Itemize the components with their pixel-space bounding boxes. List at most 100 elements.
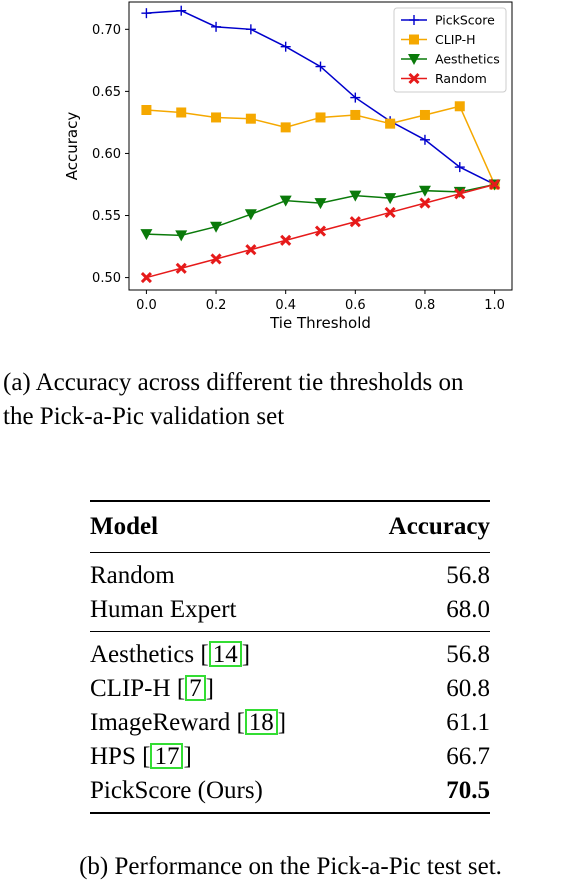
data-point — [454, 101, 465, 112]
row-accuracy: 56.8 — [446, 562, 490, 589]
table-row: Human Expert 68.0 — [90, 593, 490, 627]
data-point — [245, 24, 256, 35]
row-accuracy: 56.8 — [446, 641, 490, 668]
data-point — [349, 190, 362, 202]
data-point — [141, 8, 152, 19]
row-model: Random — [90, 562, 175, 589]
legend-marker — [409, 15, 419, 25]
data-point — [384, 206, 396, 218]
data-point — [349, 216, 361, 228]
legend-marker — [409, 34, 419, 45]
x-tick-label: 0.6 — [345, 298, 366, 313]
row-model-cell: CLIP-H [7] — [90, 675, 214, 702]
data-point — [315, 61, 326, 72]
table-top-rule — [90, 500, 490, 502]
row-model-cell: HPS [17] — [90, 743, 192, 770]
data-point — [315, 112, 326, 123]
data-point — [419, 134, 430, 145]
data-point — [176, 5, 187, 16]
row-model: CLIP-H — [90, 675, 171, 702]
row-model: HPS — [90, 743, 136, 770]
citation-link[interactable]: 18 — [244, 709, 278, 735]
accuracy-line-chart: 0.0 0.2 0.4 0.6 0.8 1.0 0.50 0.55 0.60 0.65 0.70 Ti… — [0, 0, 581, 340]
chart-svg: 0.0 0.2 0.4 0.6 0.8 1.0 0.50 0.55 0.60 0.65 0.70 Ti… — [63, 1, 513, 332]
data-point — [454, 162, 465, 173]
data-point — [350, 92, 361, 103]
table-header-row: Model Accuracy — [90, 502, 490, 552]
data-point — [280, 41, 291, 52]
caption-a: (a) Accuracy across different tie thresh… — [0, 366, 581, 434]
data-point — [314, 225, 327, 237]
series-line-2 — [146, 183, 495, 237]
data-point — [141, 105, 152, 115]
legend-marker — [408, 54, 420, 65]
legend-label: PickScore — [435, 13, 495, 28]
y-axis-label: Accuracy — [63, 112, 81, 181]
data-point — [210, 221, 223, 233]
data-point — [418, 185, 431, 197]
legend-label: Random — [435, 71, 487, 86]
row-accuracy: 66.7 — [446, 743, 490, 770]
x-tick-label: 0.2 — [206, 298, 227, 313]
table-header-rule — [90, 552, 490, 553]
row-model: Human Expert — [90, 596, 237, 623]
y-tick-label: 0.50 — [92, 271, 121, 286]
x-tick-label: 0.0 — [136, 298, 157, 313]
row-accuracy: 61.1 — [446, 709, 490, 736]
row-model: ImageReward — [90, 709, 231, 736]
row-accuracy: 68.0 — [446, 596, 490, 623]
data-point — [211, 112, 222, 123]
table-row: CLIP-H [7] 60.8 — [90, 672, 490, 706]
data-point — [454, 188, 466, 200]
data-point — [314, 198, 327, 210]
table-mid-rule — [90, 631, 490, 632]
table-row: HPS [17] 66.7 — [90, 740, 490, 774]
y-tick-label: 0.65 — [92, 85, 121, 100]
data-point — [279, 195, 292, 207]
row-model: Aesthetics — [90, 641, 195, 668]
data-point — [384, 193, 397, 205]
caption-a-line2: the Pick-a-Pic validation set — [3, 403, 285, 430]
data-point — [245, 244, 257, 256]
x-tick-label: 1.0 — [484, 298, 505, 313]
data-point — [211, 21, 222, 32]
data-point — [489, 178, 501, 191]
table-row: Random 56.8 — [90, 559, 490, 593]
row-model-cell: Aesthetics [14] — [90, 641, 251, 668]
header-model: Model — [90, 513, 159, 540]
legend-marker — [408, 72, 420, 85]
y-tick-label: 0.60 — [92, 147, 121, 162]
data-point — [280, 234, 292, 246]
table-bottom-rule — [90, 812, 490, 814]
x-axis-label: Tie Threshold — [269, 314, 371, 332]
data-point — [175, 230, 188, 242]
row-accuracy: 60.8 — [446, 675, 490, 702]
table-row: ImageReward [18] 61.1 — [90, 706, 490, 740]
legend-box — [393, 7, 507, 93]
plot-frame — [128, 1, 513, 291]
caption-a-line1: (a) Accuracy across different tie thresh… — [3, 369, 464, 396]
citation-link[interactable]: 7 — [185, 675, 206, 701]
data-point — [140, 272, 152, 284]
table-row: PickScore (Ours) 70.5 — [90, 774, 490, 808]
table-row: Aesthetics [14] 56.8 — [90, 638, 490, 672]
row-model-cell: ImageReward [18] — [90, 709, 287, 736]
data-point — [385, 118, 396, 129]
x-tick-label: 0.8 — [415, 298, 436, 313]
y-tick-label: 0.55 — [92, 209, 121, 224]
caption-b: (b) Performance on the Pick-a-Pic test s… — [79, 853, 502, 880]
data-point — [280, 122, 291, 133]
y-tick-label: 0.70 — [92, 23, 121, 38]
data-point — [419, 109, 430, 120]
legend-label: CLIP-H — [435, 32, 476, 47]
data-point — [244, 209, 257, 221]
results-table: Model Accuracy Random 56.8 Human Expert … — [90, 500, 490, 814]
citation-link[interactable]: 17 — [150, 743, 184, 769]
row-accuracy: 70.5 — [446, 777, 490, 804]
data-point — [245, 113, 256, 124]
citation-link[interactable]: 14 — [208, 641, 242, 667]
data-point — [210, 253, 222, 265]
data-point — [175, 262, 187, 274]
data-point — [176, 107, 187, 118]
row-model: PickScore (Ours) — [90, 777, 263, 804]
